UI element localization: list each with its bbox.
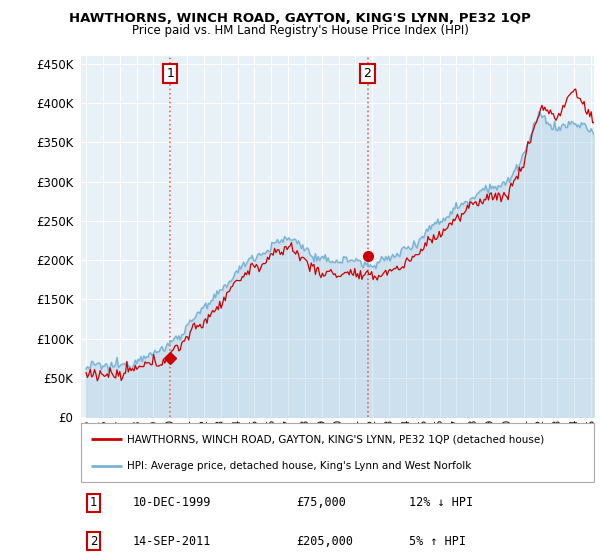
Text: 2: 2: [364, 67, 371, 80]
FancyBboxPatch shape: [81, 423, 594, 482]
Text: 1: 1: [90, 496, 98, 509]
Text: 12% ↓ HPI: 12% ↓ HPI: [409, 496, 473, 509]
Text: Price paid vs. HM Land Registry's House Price Index (HPI): Price paid vs. HM Land Registry's House …: [131, 24, 469, 36]
Text: HPI: Average price, detached house, King's Lynn and West Norfolk: HPI: Average price, detached house, King…: [127, 461, 472, 471]
Text: 14-SEP-2011: 14-SEP-2011: [133, 535, 211, 548]
Text: HAWTHORNS, WINCH ROAD, GAYTON, KING'S LYNN, PE32 1QP (detached house): HAWTHORNS, WINCH ROAD, GAYTON, KING'S LY…: [127, 434, 544, 444]
Text: 5% ↑ HPI: 5% ↑ HPI: [409, 535, 466, 548]
Text: HAWTHORNS, WINCH ROAD, GAYTON, KING'S LYNN, PE32 1QP: HAWTHORNS, WINCH ROAD, GAYTON, KING'S LY…: [69, 12, 531, 25]
Text: 2: 2: [90, 535, 98, 548]
Text: £75,000: £75,000: [296, 496, 346, 509]
Text: 1: 1: [166, 67, 174, 80]
Text: 10-DEC-1999: 10-DEC-1999: [133, 496, 211, 509]
Text: £205,000: £205,000: [296, 535, 353, 548]
